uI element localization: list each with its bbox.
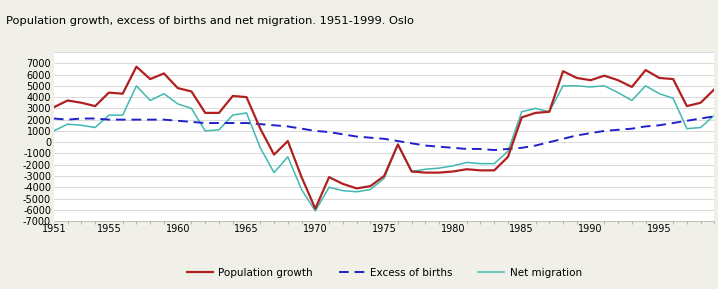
Legend: Population growth, Excess of births, Net migration: Population growth, Excess of births, Net… [182, 264, 586, 282]
Text: Population growth, excess of births and net migration. 1951-1999. Oslo: Population growth, excess of births and … [6, 16, 414, 26]
